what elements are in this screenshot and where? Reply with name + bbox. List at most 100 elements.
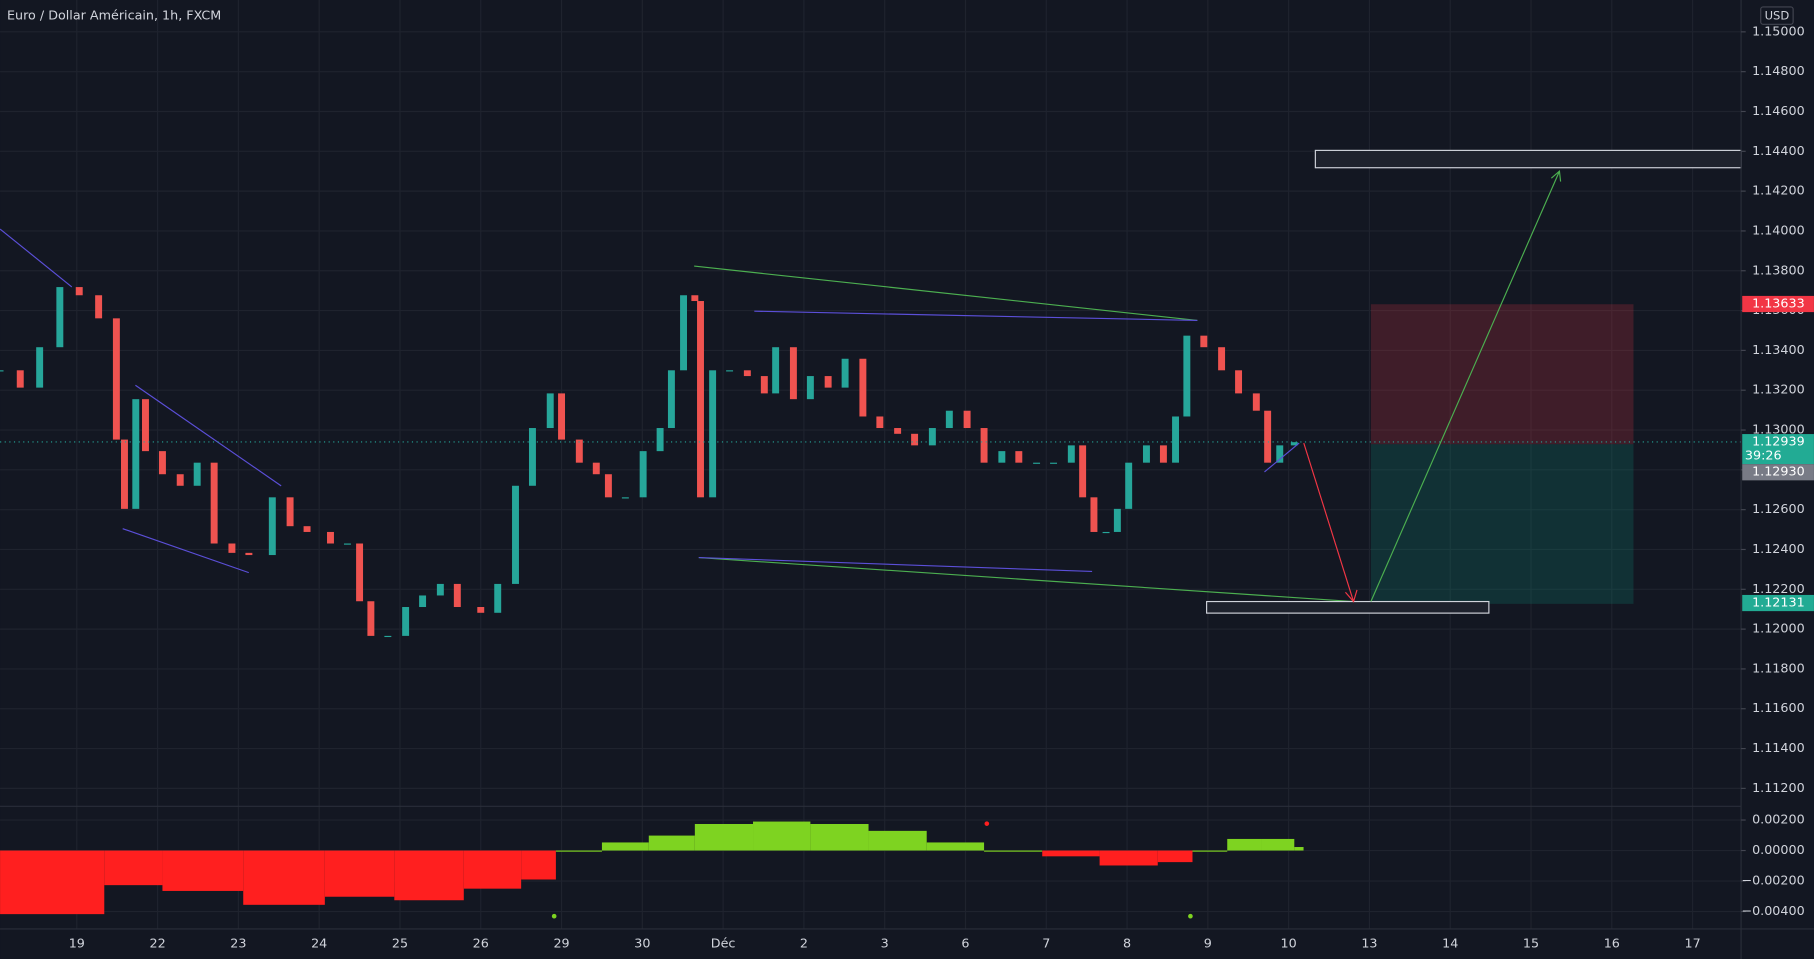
- x-tick-label: 3: [881, 935, 889, 950]
- y-tick-label: 1.14400: [1752, 143, 1805, 158]
- oscillator-bar: [601, 842, 649, 851]
- chart-title: Euro / Dollar Américain, 1h, FXCM: [7, 8, 221, 23]
- y-tick-label: 1.11600: [1752, 700, 1805, 715]
- y-tick-label: 1.13200: [1752, 382, 1805, 397]
- x-tick-label: 10: [1281, 935, 1297, 950]
- signal-dot: [1188, 913, 1193, 919]
- candle: [384, 635, 392, 638]
- candle: [132, 399, 140, 509]
- oscillator-bar: [1042, 850, 1100, 857]
- candle: [494, 583, 502, 613]
- candle: [772, 347, 780, 394]
- oscillator-bar: [162, 850, 244, 891]
- candle: [1252, 393, 1260, 411]
- arrow-head: [1344, 589, 1358, 603]
- candle: [1172, 416, 1180, 463]
- candle: [176, 474, 184, 486]
- y-tick-label: 1.12600: [1752, 501, 1805, 516]
- oscillator-bar: [926, 842, 985, 851]
- candle: [228, 543, 236, 553]
- price-label-box: [1742, 594, 1814, 612]
- price-label: 1.12930: [1752, 464, 1805, 479]
- candle: [95, 295, 103, 319]
- oscillator-bar: [0, 850, 105, 915]
- candle: [0, 370, 4, 372]
- x-tick-label: 6: [961, 935, 969, 950]
- oscillator-bar: [648, 835, 695, 851]
- candle: [56, 287, 64, 348]
- oscillator-bar: [394, 850, 464, 901]
- candle: [726, 370, 734, 372]
- price-label-box: [1742, 434, 1814, 465]
- x-tick-label: 15: [1523, 935, 1539, 950]
- x-tick-label: 29: [553, 935, 569, 950]
- candle: [1142, 445, 1150, 463]
- labels: 19 22 23 24 25 26 29 30 Déc 2 3 6 7 8 9 10 13 14 15 16 171.1…: [69, 23, 1814, 950]
- candle: [841, 358, 849, 388]
- candle: [1033, 462, 1041, 464]
- candle: [419, 595, 427, 608]
- x-tick-label: 30: [634, 935, 650, 950]
- candle: [963, 410, 971, 429]
- candle: [592, 462, 600, 475]
- candle: [245, 552, 253, 556]
- candle: [667, 370, 675, 429]
- candle: [303, 526, 311, 532]
- candle: [1218, 347, 1226, 371]
- candle: [945, 410, 953, 429]
- candle: [1290, 442, 1298, 446]
- candle: [928, 428, 936, 446]
- candle: [691, 295, 699, 302]
- oscillator-bar: [868, 830, 927, 851]
- candle: [1159, 445, 1167, 463]
- candle: [121, 439, 128, 509]
- candle: [911, 433, 919, 446]
- candle: [1102, 531, 1110, 534]
- y-tick-label: 1.13800: [1752, 262, 1805, 277]
- oscillator-bar: [1294, 847, 1304, 851]
- candle: [75, 287, 83, 296]
- oscillator-bar: [1227, 838, 1262, 851]
- y-tick-label: −0.00200: [1741, 873, 1804, 888]
- y-tick-label: 0.00000: [1752, 842, 1805, 857]
- signal-dot: [551, 913, 557, 919]
- trend-line: [698, 557, 1354, 603]
- candle: [894, 428, 902, 434]
- trend-line: [1264, 442, 1300, 473]
- candle: [193, 462, 201, 486]
- countdown: 39:26: [1745, 448, 1782, 463]
- y-tick-label: 1.14000: [1752, 222, 1805, 237]
- candle: [453, 583, 461, 608]
- candle: [1235, 370, 1243, 394]
- price-label-box: [1742, 464, 1814, 481]
- price-label: 1.13633: [1752, 296, 1805, 311]
- trend-line: [698, 557, 1093, 573]
- candle: [680, 295, 688, 371]
- oscillator-bar: [1099, 850, 1158, 866]
- y-tick-label: 1.14800: [1752, 63, 1805, 78]
- x-tick-label: 7: [1042, 935, 1050, 950]
- oscillator-bar: [521, 850, 556, 880]
- candle: [268, 497, 276, 556]
- candle: [824, 376, 832, 388]
- y-tick-label: 1.13400: [1752, 342, 1805, 357]
- oscillator-bar: [555, 850, 602, 852]
- stop-zone: [1370, 304, 1634, 445]
- candle: [876, 416, 884, 429]
- candle: [477, 607, 485, 613]
- oscillator-bar: [1192, 850, 1228, 852]
- oscillator-bar: [1157, 850, 1193, 863]
- x-tick-label: 22: [150, 935, 166, 950]
- drawings: [0, 149, 1742, 614]
- y-tick-label: 1.14200: [1752, 183, 1805, 198]
- candle: [546, 393, 554, 429]
- y-tick-label: 1.15000: [1752, 23, 1805, 38]
- candle: [1067, 445, 1075, 463]
- y-tick-label: 1.11400: [1752, 740, 1805, 755]
- y-tick-label: −0.00400: [1741, 903, 1804, 918]
- y-tick-label: 1.13000: [1752, 422, 1805, 437]
- candle: [286, 497, 294, 527]
- candle: [604, 474, 612, 498]
- oscillator-bar: [243, 850, 325, 905]
- x-tick-label: 9: [1204, 935, 1212, 950]
